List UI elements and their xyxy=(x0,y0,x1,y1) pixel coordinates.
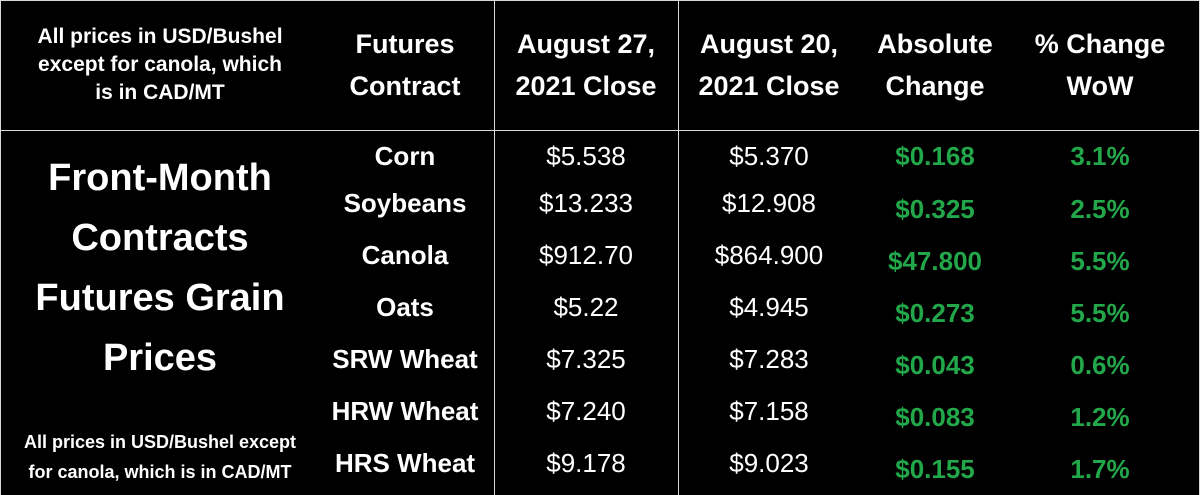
units-note: All prices in USD/Bushel except for cano… xyxy=(0,0,320,130)
current-close: $5.538 xyxy=(546,140,626,171)
units-note-line: All prices in USD/Bushel xyxy=(37,25,283,48)
pct-change: 2.5% xyxy=(1070,193,1130,224)
pct-change: 3.1% xyxy=(1070,140,1130,171)
previous-close: $7.283 xyxy=(729,343,809,374)
current-close: $7.325 xyxy=(546,343,626,374)
absolute-change: $47.800 xyxy=(888,245,982,276)
contract-name: Corn xyxy=(374,140,436,171)
pct-change: 0.6% xyxy=(1070,349,1130,380)
header-absolute-change: Absolute Change xyxy=(860,0,1010,130)
header-line: Futures xyxy=(355,29,455,59)
header-line: Absolute xyxy=(877,29,993,59)
header-line: WoW xyxy=(1066,71,1134,101)
table-title: Front-Month Contracts Futures Grain Pric… xyxy=(0,130,320,405)
absolute-change: $0.273 xyxy=(895,297,975,328)
contract-name: Oats xyxy=(376,291,434,322)
header-pct-change: % Change WoW xyxy=(1010,0,1190,130)
contract-name: Canola xyxy=(361,239,449,270)
column-divider xyxy=(494,0,495,495)
absolute-change: $0.083 xyxy=(895,401,975,432)
header-line: % Change xyxy=(1034,29,1166,59)
units-note-line: except for canola, which xyxy=(38,53,282,76)
contract-name: HRW Wheat xyxy=(331,395,479,426)
header-line: 2021 Close xyxy=(515,71,657,101)
previous-close: $864.900 xyxy=(714,239,824,270)
header-divider xyxy=(0,130,1200,131)
header-previous-close: August 20, 2021 Close xyxy=(678,0,860,130)
pct-change: 5.5% xyxy=(1070,297,1130,328)
pct-change: 1.7% xyxy=(1070,453,1130,484)
current-close: $7.240 xyxy=(546,395,626,426)
footnote-line: All prices in USD/Bushel except xyxy=(23,432,297,452)
units-footnote: All prices in USD/Bushel except for cano… xyxy=(0,424,320,490)
header-futures-contract: Futures Contract xyxy=(320,0,490,130)
header-line: August 20, xyxy=(699,29,839,59)
current-close: $9.178 xyxy=(546,447,626,478)
absolute-change: $0.325 xyxy=(895,193,975,224)
contract-name: Soybeans xyxy=(343,187,467,218)
header-line: August 27, xyxy=(516,29,656,59)
previous-close: $5.370 xyxy=(729,140,809,171)
contract-name: HRS Wheat xyxy=(334,447,476,478)
units-note-line: is in CAD/MT xyxy=(95,81,225,104)
current-close: $912.70 xyxy=(539,239,633,270)
title-line: Contracts xyxy=(71,216,249,259)
title-line: Futures Grain xyxy=(35,276,285,319)
title-line: Front-Month xyxy=(48,156,272,199)
absolute-change: $0.155 xyxy=(895,453,975,484)
header-line: Contract xyxy=(349,71,461,101)
contract-name: SRW Wheat xyxy=(332,343,478,374)
current-close: $13.233 xyxy=(539,187,633,218)
header-current-close: August 27, 2021 Close xyxy=(494,0,678,130)
previous-close: $4.945 xyxy=(729,291,809,322)
current-close: $5.22 xyxy=(553,291,619,322)
pct-change: 1.2% xyxy=(1070,401,1130,432)
previous-close: $7.158 xyxy=(729,395,809,426)
top-border xyxy=(0,0,1200,1)
absolute-change: $0.168 xyxy=(895,140,975,171)
pct-change: 5.5% xyxy=(1070,245,1130,276)
previous-close: $9.023 xyxy=(729,447,809,478)
header-line: 2021 Close xyxy=(698,71,840,101)
column-divider xyxy=(678,0,679,495)
title-line: Prices xyxy=(102,336,218,379)
footnote-line: for canola, which is in CAD/MT xyxy=(28,462,292,482)
column-divider xyxy=(0,0,1,495)
previous-close: $12.908 xyxy=(722,187,816,218)
header-line: Change xyxy=(885,71,985,101)
absolute-change: $0.043 xyxy=(895,349,975,380)
